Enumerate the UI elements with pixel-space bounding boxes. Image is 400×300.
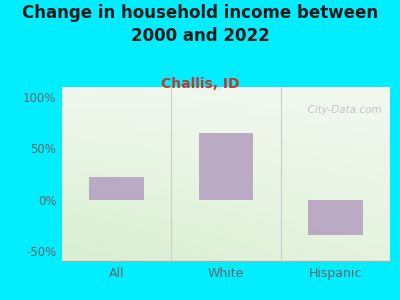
Bar bbox=[89, 177, 144, 200]
Text: Change in household income between
2000 and 2022: Change in household income between 2000 … bbox=[22, 4, 378, 45]
Text: City-Data.com: City-Data.com bbox=[302, 105, 382, 115]
Bar bbox=[199, 133, 253, 200]
Bar bbox=[308, 200, 363, 236]
Text: Challis, ID: Challis, ID bbox=[161, 76, 239, 91]
